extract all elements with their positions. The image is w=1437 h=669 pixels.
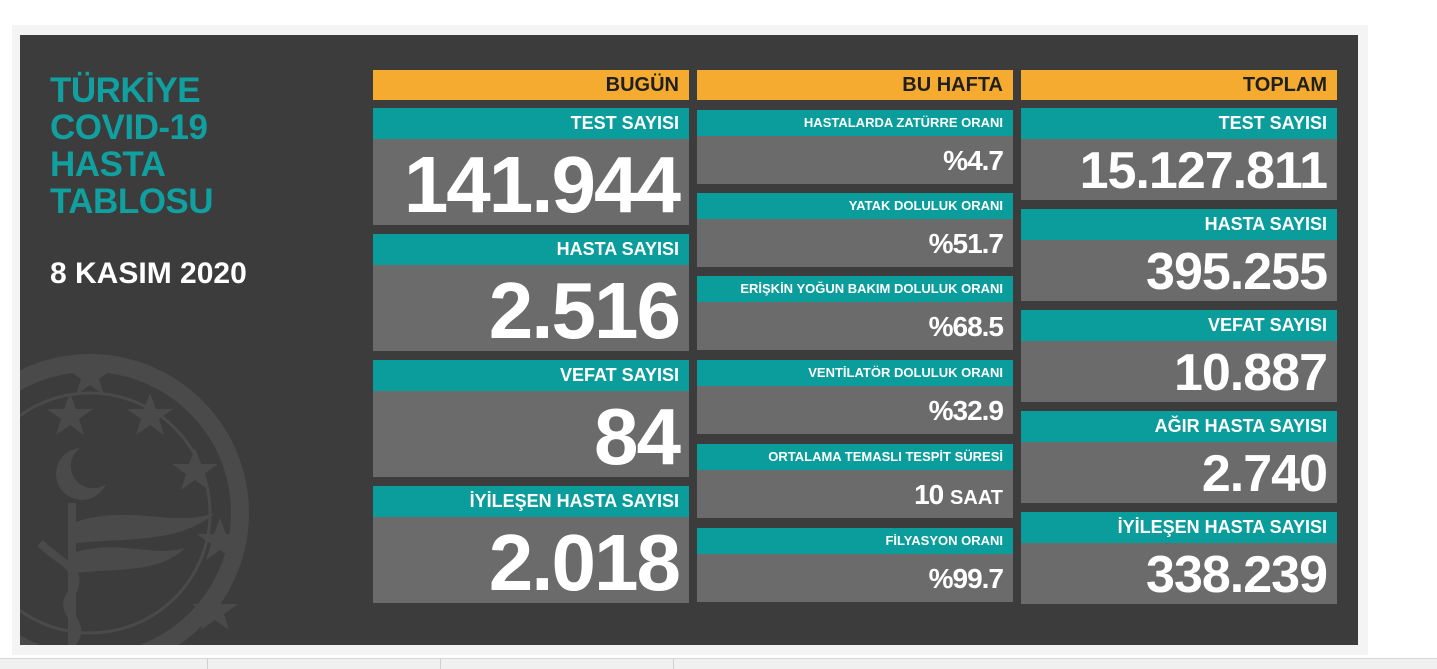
stat-value: 2.740 xyxy=(1021,442,1337,503)
stat-unit: SAAT xyxy=(950,487,1003,509)
stat-value: %32.9 xyxy=(697,386,1013,434)
stat-number: %99.7 xyxy=(928,563,1004,594)
bugun-test-card: TEST SAYISI 141.944 xyxy=(373,108,689,229)
stat-label: AĞIR HASTA SAYISI xyxy=(1021,411,1337,442)
stat-value: 338.239 xyxy=(1021,543,1337,604)
title-line: COVID-19 xyxy=(50,108,208,147)
header-bu-hafta: BU HAFTA xyxy=(697,70,1013,100)
stat-number: %32.9 xyxy=(928,395,1004,426)
stat-label: FİLYASYON ORANI xyxy=(697,528,1013,554)
stat-label: TEST SAYISI xyxy=(373,108,689,139)
stat-label: ORTALAMA TEMASLI TESPİT SÜRESİ xyxy=(697,444,1013,470)
divider xyxy=(207,659,208,669)
stat-value: %68.5 xyxy=(697,302,1013,350)
stat-label: İYİLEŞEN HASTA SAYISI xyxy=(1021,512,1337,543)
covid-dashboard: TÜRKİYE COVID-19 HASTA TABLOSU 8 KASIM 2… xyxy=(20,35,1358,645)
stat-value: 2.516 xyxy=(373,265,689,355)
hafta-yogun-bakim-card: ERİŞKİN YOĞUN BAKIM DOLULUK ORANI %68.5 xyxy=(697,276,1013,350)
toplam-vefat-card: VEFAT SAYISI 10.887 xyxy=(1021,310,1337,402)
stat-value: 141.944 xyxy=(373,139,689,229)
stat-value: 395.255 xyxy=(1021,240,1337,301)
toplam-iyilesen-card: İYİLEŞEN HASTA SAYISI 338.239 xyxy=(1021,512,1337,604)
stat-label: HASTA SAYISI xyxy=(373,234,689,265)
bottom-strip xyxy=(0,658,1437,669)
title-line: TABLOSU xyxy=(50,182,214,221)
hafta-zaturre-card: HASTALARDA ZATÜRRE ORANI %4.7 xyxy=(697,110,1013,184)
stat-value: %4.7 xyxy=(697,136,1013,184)
hafta-temasli-card: ORTALAMA TEMASLI TESPİT SÜRESİ 10 SAAT xyxy=(697,444,1013,518)
header-toplam: TOPLAM xyxy=(1021,70,1337,100)
stat-label: YATAK DOLULUK ORANI xyxy=(697,193,1013,219)
stat-value: %51.7 xyxy=(697,219,1013,267)
bugun-iyilesen-card: İYİLEŞEN HASTA SAYISI 2.018 xyxy=(373,486,689,607)
stat-label: VENTİLATÖR DOLULUK ORANI xyxy=(697,360,1013,386)
stat-value: 10 SAAT xyxy=(697,470,1013,518)
stat-label: HASTA SAYISI xyxy=(1021,209,1337,240)
stat-value: 15.127.811 xyxy=(1021,139,1337,200)
stat-label: HASTALARDA ZATÜRRE ORANI xyxy=(697,110,1013,136)
divider xyxy=(673,659,674,669)
stat-value: 2.018 xyxy=(373,517,689,607)
report-date: 8 KASIM 2020 xyxy=(50,257,247,290)
stat-value: 10.887 xyxy=(1021,341,1337,402)
header-bugun: BUGÜN xyxy=(373,70,689,100)
stat-label: ERİŞKİN YOĞUN BAKIM DOLULUK ORANI xyxy=(697,276,1013,302)
divider xyxy=(440,659,441,669)
stat-number: %68.5 xyxy=(928,311,1004,342)
toplam-agir-hasta-card: AĞIR HASTA SAYISI 2.740 xyxy=(1021,411,1337,503)
dashboard-title: TÜRKİYE COVID-19 HASTA TABLOSU xyxy=(50,71,214,221)
toplam-hasta-card: HASTA SAYISI 395.255 xyxy=(1021,209,1337,301)
stat-number: 10 xyxy=(914,479,944,510)
toplam-test-card: TEST SAYISI 15.127.811 xyxy=(1021,108,1337,200)
bugun-hasta-card: HASTA SAYISI 2.516 xyxy=(373,234,689,355)
stat-value: 84 xyxy=(373,391,689,481)
hafta-ventilator-card: VENTİLATÖR DOLULUK ORANI %32.9 xyxy=(697,360,1013,434)
bugun-vefat-card: VEFAT SAYISI 84 xyxy=(373,360,689,481)
stat-label: İYİLEŞEN HASTA SAYISI xyxy=(373,486,689,517)
stat-value: %99.7 xyxy=(697,554,1013,602)
title-line: TÜRKİYE xyxy=(50,71,201,110)
stat-label: VEFAT SAYISI xyxy=(1021,310,1337,341)
title-line: HASTA xyxy=(50,145,166,184)
stat-label: TEST SAYISI xyxy=(1021,108,1337,139)
stat-number: %4.7 xyxy=(943,145,1004,176)
hafta-filyasyon-card: FİLYASYON ORANI %99.7 xyxy=(697,528,1013,602)
hafta-yatak-card: YATAK DOLULUK ORANI %51.7 xyxy=(697,193,1013,267)
stat-number: %51.7 xyxy=(928,228,1004,259)
ministry-of-health-emblem-icon xyxy=(20,353,290,645)
stat-label: VEFAT SAYISI xyxy=(373,360,689,391)
